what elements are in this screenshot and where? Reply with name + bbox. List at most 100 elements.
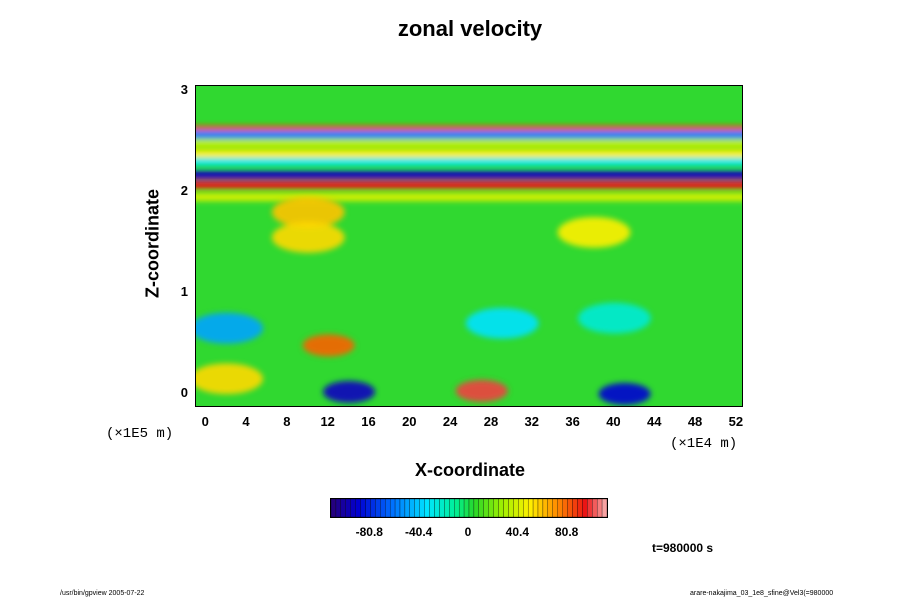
colorbar-swatch <box>330 498 337 518</box>
x-tick-label: 20 <box>402 414 417 429</box>
colorbar-swatch <box>596 498 603 518</box>
colorbar-swatch <box>365 498 371 518</box>
chart-title: zonal velocity <box>397 16 543 41</box>
colorbar-swatch <box>375 498 381 518</box>
colorbar-swatch <box>498 498 504 518</box>
colorbar-swatch <box>380 498 386 518</box>
colorbar-swatch <box>335 498 342 518</box>
heatmap <box>196 86 742 406</box>
colorbar-swatch <box>370 498 376 518</box>
colorbar-tick-label: -80.8 <box>355 525 383 539</box>
colorbar-swatch <box>508 498 514 518</box>
y-multiplier: (×1E5 m) <box>106 426 174 442</box>
colorbar-tick-label: -40.4 <box>404 525 433 539</box>
colorbar-swatch <box>424 498 430 518</box>
colorbar-swatches <box>330 498 608 518</box>
feature-7 <box>271 222 345 253</box>
feature-0 <box>323 380 376 403</box>
x-multiplier: (×1E4 m) <box>670 436 738 452</box>
colorbar-swatch <box>557 498 563 518</box>
colorbar-swatch <box>483 498 489 518</box>
colorbar-swatch <box>434 498 440 518</box>
footer-right: arare-nakajima_03_1e8_sfine@Vel3(=980000 <box>690 590 834 597</box>
x-tick-label: 32 <box>524 414 540 429</box>
timestamp: t=980000 s <box>652 541 714 555</box>
colorbar-swatch <box>527 498 534 518</box>
colorbar-swatch <box>429 498 435 518</box>
colorbar-swatch <box>404 498 411 518</box>
colorbar-swatch <box>587 498 593 518</box>
y-tick-label: 3 <box>180 82 188 98</box>
x-tick-label: 44 <box>647 414 662 429</box>
colorbar-swatch <box>345 498 351 518</box>
band-5 <box>196 170 742 179</box>
colorbar-swatch <box>454 498 460 518</box>
colorbar-swatch <box>577 498 583 518</box>
colorbar-swatch <box>513 498 519 518</box>
x-tick-label: 8 <box>283 414 291 429</box>
colorbar-tick-label: 40.4 <box>505 525 529 539</box>
colorbar <box>330 498 608 518</box>
colorbar-swatch <box>463 498 470 518</box>
y-tick-label: 2 <box>180 182 188 198</box>
colorbar-swatch <box>449 498 455 518</box>
colorbar-swatch <box>389 498 396 518</box>
colorbar-swatch <box>537 498 544 518</box>
colorbar-swatch <box>478 498 484 518</box>
band-3 <box>196 149 742 158</box>
colorbar-swatch <box>547 498 553 518</box>
colorbar-tick-label: 0 <box>464 525 472 539</box>
band-4 <box>196 157 742 166</box>
colorbar-swatch <box>355 498 361 518</box>
x-tick-label: 48 <box>687 414 703 429</box>
colorbar-swatch <box>458 498 465 518</box>
band-2 <box>196 139 742 148</box>
colorbar-swatch <box>409 498 415 518</box>
x-tick-label: 4 <box>242 414 250 429</box>
feature-4 <box>196 312 264 344</box>
colorbar-swatch <box>340 498 346 518</box>
band-6 <box>196 180 742 189</box>
colorbar-swatch <box>394 498 401 518</box>
x-tick-label: 36 <box>565 414 580 429</box>
x-axis-label: X-coordinate <box>414 460 525 480</box>
colorbar-swatch <box>567 498 573 518</box>
feature-9 <box>465 307 539 339</box>
colorbar-swatch <box>468 498 475 518</box>
feature-2 <box>598 382 651 405</box>
feature-3 <box>302 334 355 357</box>
y-tick-label: 1 <box>180 283 188 299</box>
x-tick-label: 52 <box>728 414 744 429</box>
colorbar-swatch <box>582 498 588 518</box>
feature-5 <box>196 363 264 395</box>
colorbar-swatch <box>592 498 598 518</box>
band-1 <box>196 130 742 139</box>
colorbar-swatch <box>414 498 420 518</box>
colorbar-swatch <box>473 498 480 518</box>
colorbar-swatch <box>503 498 509 518</box>
x-tick-label: 12 <box>320 414 335 429</box>
colorbar-tick-label: 80.8 <box>554 525 579 539</box>
footer-left: /usr/bin/gpview 2005-07-22 <box>60 590 145 597</box>
x-tick-label: 16 <box>361 414 376 429</box>
y-axis-label: Z-coordinate <box>142 189 163 299</box>
band-7 <box>196 193 742 202</box>
colorbar-swatch <box>562 498 568 518</box>
colorbar-swatch <box>518 498 524 518</box>
colorbar-swatch <box>601 498 608 518</box>
x-tick-label: 0 <box>201 414 209 429</box>
feature-10 <box>578 302 651 334</box>
y-tick-label: 0 <box>180 384 188 400</box>
feature-1 <box>455 379 508 402</box>
plot-area <box>195 85 743 407</box>
colorbar-swatch <box>523 498 529 518</box>
colorbar-swatch <box>399 498 406 518</box>
colorbar-swatch <box>419 498 425 518</box>
colorbar-swatch <box>385 498 391 518</box>
colorbar-swatch <box>360 498 366 518</box>
colorbar-swatch <box>439 498 445 518</box>
band-0 <box>196 125 742 134</box>
colorbar-swatch <box>444 498 450 518</box>
colorbar-swatch <box>488 498 494 518</box>
colorbar-swatch <box>552 498 558 518</box>
